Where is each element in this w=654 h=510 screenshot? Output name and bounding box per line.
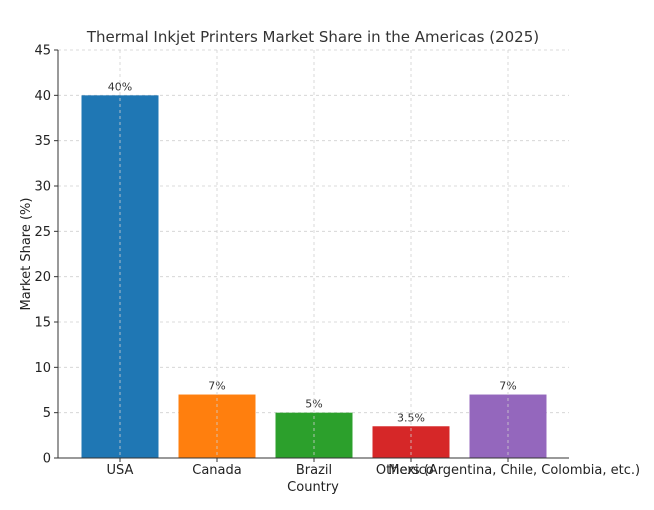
y-tick-label: 45: [34, 44, 51, 59]
x-axis-label: Country: [287, 480, 339, 495]
axis-layer: 0 5 10 15 20 25 30 35 40 45 USA Canada Brazil MexicoO…: [34, 44, 640, 479]
y-tick-label: 10: [34, 361, 51, 376]
x-tick-label: Brazil: [296, 463, 332, 478]
x-tick-label: USA: [107, 463, 134, 478]
y-tick-label: 30: [34, 180, 51, 195]
chart-title: Thermal Inkjet Printers Market Share in …: [86, 28, 539, 46]
x-tick-label: Others (Argentina, Chile, Colombia, etc.…: [376, 463, 640, 478]
x-tick-label: Mexico: [388, 463, 433, 478]
y-axis-label: Market Share (%): [19, 198, 34, 311]
bar-0: [81, 95, 159, 458]
y-tick-label: 35: [34, 134, 51, 149]
y-tick-label: 25: [34, 225, 51, 240]
bar-layer: 40%7%5%3.5%7%: [81, 50, 547, 458]
y-tick-label: 15: [34, 316, 51, 331]
y-tick-label: 20: [34, 270, 51, 285]
y-tick-label: 40: [34, 89, 51, 104]
x-tick-label: Canada: [192, 463, 241, 478]
y-tick-label: 5: [43, 406, 51, 421]
y-tick-label: 0: [43, 452, 51, 467]
